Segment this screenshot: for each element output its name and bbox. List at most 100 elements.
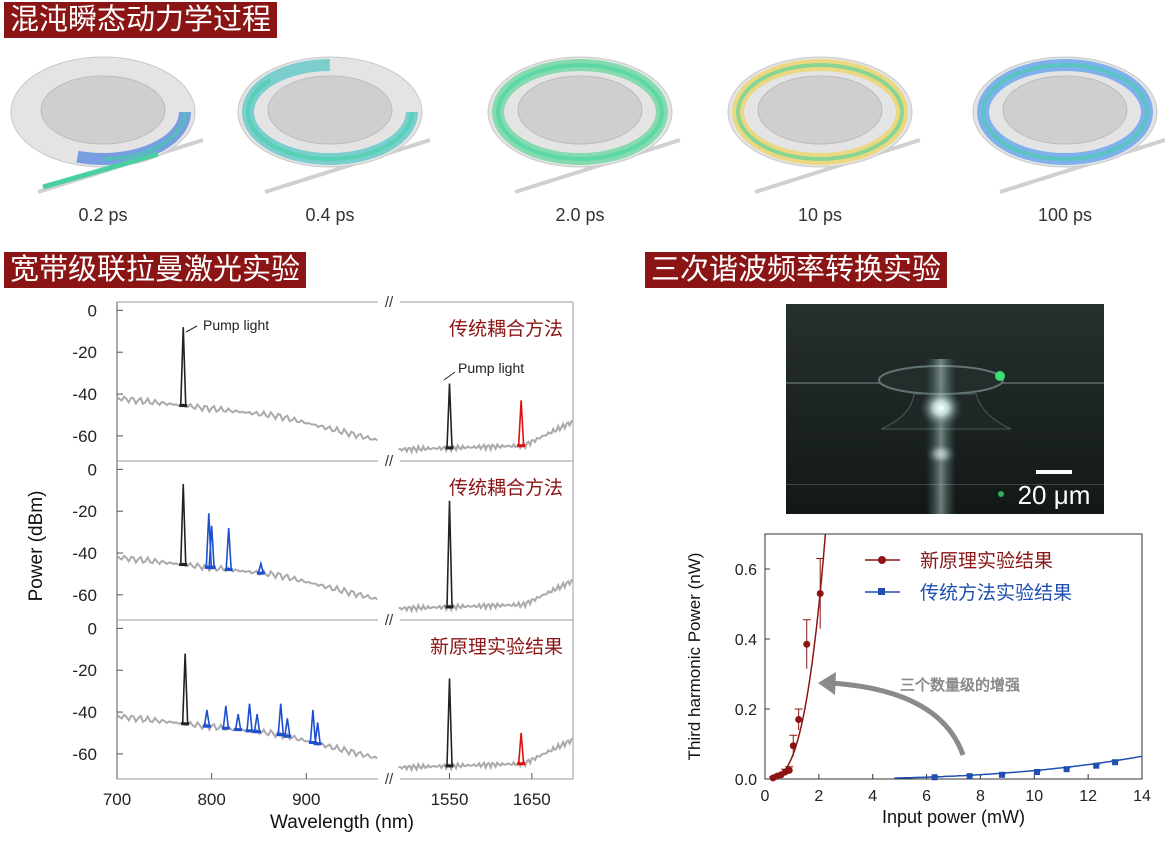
microscope-image: 20 μm — [786, 304, 1104, 514]
raman-peak — [309, 709, 317, 743]
enhancement-annotation: 三个数量级的增强 — [900, 676, 1020, 694]
y-tick-label: -60 — [72, 427, 97, 446]
spectrum-baseline — [398, 738, 574, 773]
anti-stokes-peak — [517, 732, 525, 764]
raman-peak — [246, 703, 253, 731]
raman-x-axis-label: Wavelength (nm) — [270, 812, 414, 833]
pump-annotation: Pump light — [458, 360, 524, 376]
pump-arrow — [443, 371, 456, 381]
frame-time-label: 2.0 ps — [555, 205, 605, 225]
raman-panel: 0 -20 -40 -60 传统耦合方法 // — [72, 460, 574, 629]
y-tick-label: -20 — [72, 343, 97, 362]
raman-peak — [222, 705, 230, 729]
y-tick-label: 0.6 — [735, 562, 757, 579]
optical-field-core — [19, 63, 187, 161]
pump-peak — [446, 678, 453, 766]
ring-inner-disk — [757, 75, 883, 145]
y-tick-label: -40 — [72, 703, 97, 722]
new-series-point — [816, 590, 824, 597]
y-tick-label: -20 — [72, 661, 97, 680]
y-tick-label: 0 — [88, 619, 97, 638]
raman-y-axis-label: Power (dBm) — [26, 491, 47, 602]
x-tick-label: 800 — [197, 790, 225, 809]
pump-peak — [446, 383, 453, 448]
optical-field-core — [496, 63, 664, 161]
conv-series-point — [1063, 766, 1070, 773]
thg-y-axis-label: Third harmonic Power (nW) — [685, 553, 704, 761]
y-tick-label: -60 — [72, 745, 97, 764]
input-light — [42, 151, 159, 190]
raman-peak — [234, 714, 242, 730]
scale-bar-label: 20 μm — [1018, 480, 1091, 510]
enhancement-arrow — [829, 680, 966, 756]
microring-frame — [727, 56, 921, 194]
panel-label: 传统耦合方法 — [449, 477, 563, 499]
y-tick-label: -20 — [72, 502, 97, 521]
x-tick-label: 12 — [1079, 788, 1097, 805]
pump-arrow — [185, 325, 198, 333]
raman-peak — [277, 703, 285, 735]
thg-x-axis-label: Input power (mW) — [882, 807, 1025, 827]
raman-peak — [253, 714, 261, 732]
legend-marker-new — [878, 556, 886, 564]
third-harmonic-chart: 0 2 4 6 8 10 12 14 0.0 0.2 0.4 0.6 Input power (mW) T… — [685, 533, 1151, 827]
conv-series-point — [1033, 769, 1040, 775]
chaos-section-title: 混沌瞬态动力学过程 — [4, 2, 278, 38]
ring-inner-disk — [517, 75, 643, 145]
microring-frame — [972, 56, 1166, 194]
raman-peak — [284, 718, 291, 737]
x-tick-label: 4 — [868, 788, 877, 805]
frame-time-label: 0.4 ps — [305, 205, 355, 225]
microring-frame — [10, 56, 204, 194]
conv-series-point — [1112, 759, 1119, 766]
spectrum-baseline — [398, 579, 574, 614]
pump-annotation: Pump light — [203, 317, 269, 333]
raman-peak — [225, 527, 232, 570]
spectrum-baseline — [116, 554, 378, 601]
raman-spectrum-chart: Power (dBm) 0 -20 -40 -60 传统耦合方法 Pump light Pum… — [26, 296, 574, 833]
x-tick-label: 6 — [922, 788, 931, 805]
conv-series-point — [931, 774, 938, 781]
y-tick-label: 0 — [88, 460, 97, 479]
x-tick-label: 10 — [1025, 788, 1043, 805]
new-series-point — [785, 766, 793, 774]
x-tick-label: 1550 — [431, 790, 469, 809]
optical-field-core — [736, 63, 904, 161]
microring-frame — [237, 56, 431, 194]
raman-peak — [314, 722, 321, 744]
x-tick-label: 8 — [976, 788, 985, 805]
y-tick-label: 0.0 — [735, 772, 757, 789]
panel-label: 新原理实验结果 — [430, 636, 563, 658]
frame-time-label: 10 ps — [797, 205, 843, 225]
conv-series-point — [1093, 762, 1100, 769]
ring-inner-disk — [40, 75, 166, 145]
pump-peak — [181, 653, 189, 724]
new-series-point — [795, 716, 803, 723]
y-tick-label: -60 — [72, 586, 97, 605]
plot-frame — [764, 533, 1143, 780]
pump-peak — [446, 500, 453, 607]
pump-peak — [179, 483, 187, 565]
enhancement-arrowhead — [818, 672, 836, 695]
y-tick-label: -40 — [72, 385, 97, 404]
axis-break-mark: // — [385, 296, 394, 311]
raman-peak — [203, 709, 211, 727]
panel-label: 传统耦合方法 — [449, 318, 563, 340]
y-tick-label: 0 — [88, 301, 97, 320]
x-tick-label: 0 — [761, 788, 770, 805]
legend-label-new: 新原理实验结果 — [920, 550, 1053, 572]
spectrum-baseline — [398, 420, 574, 455]
raman-section-title: 宽带级联拉曼激光实验 — [4, 252, 307, 288]
new-fit-curve — [770, 534, 827, 779]
x-tick-label: 900 — [292, 790, 320, 809]
microring-frame — [487, 56, 681, 194]
raman-panel: 0 -20 -40 -60 传统耦合方法 Pump light Pump light // // — [72, 296, 574, 470]
optical-field-core — [246, 63, 414, 161]
x-tick-label: 14 — [1133, 788, 1151, 805]
x-tick-label: 700 — [103, 790, 131, 809]
conv-series-point — [998, 771, 1005, 778]
thg-section-title: 三次谐波频率转换实验 — [645, 252, 948, 288]
axis-break-mark: // — [385, 612, 394, 629]
raman-peak — [257, 560, 265, 574]
frame-time-label: 100 ps — [1037, 205, 1093, 225]
